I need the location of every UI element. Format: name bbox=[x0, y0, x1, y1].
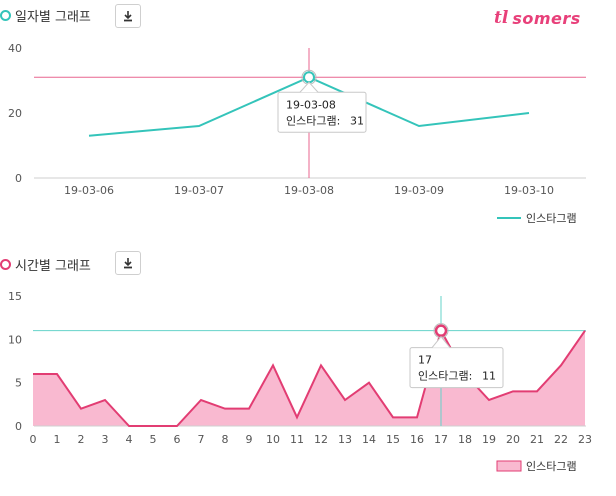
x-tick-label: 2 bbox=[78, 433, 85, 446]
x-tick-label: 12 bbox=[314, 433, 328, 446]
tooltip-pointer bbox=[431, 335, 451, 348]
x-tick-label: 21 bbox=[530, 433, 544, 446]
x-tick-label: 18 bbox=[458, 433, 472, 446]
daily-download-button[interactable] bbox=[115, 4, 141, 28]
tooltip: 19-03-08 인스타그램: 31 bbox=[277, 81, 367, 133]
x-tick-label: 19-03-06 bbox=[64, 184, 114, 197]
legend: 인스타그램 bbox=[497, 212, 577, 225]
x-tick-label: 16 bbox=[410, 433, 424, 446]
y-tick-label: 0 bbox=[15, 420, 22, 433]
x-tick-label: 13 bbox=[338, 433, 352, 446]
legend-label: 인스타그램 bbox=[526, 460, 577, 473]
y-tick-label: 15 bbox=[8, 290, 22, 303]
x-tick-label: 7 bbox=[198, 433, 205, 446]
legend-label: 인스타그램 bbox=[526, 212, 577, 225]
tooltip-label: 인스타그램: bbox=[418, 370, 472, 383]
daily-chart-title: 일자별 그래프 bbox=[15, 10, 91, 25]
tooltip-pointer bbox=[299, 81, 319, 93]
x-tick-label: 4 bbox=[126, 433, 133, 446]
x-tick-label: 17 bbox=[434, 433, 448, 446]
x-tick-label: 19-03-10 bbox=[504, 184, 554, 197]
x-tick-label: 14 bbox=[362, 433, 376, 446]
hourly-chart-title: 시간별 그래프 bbox=[15, 259, 91, 274]
y-tick-label: 20 bbox=[8, 107, 22, 120]
x-tick-label: 8 bbox=[222, 433, 229, 446]
x-tick-label: 19-03-08 bbox=[284, 184, 334, 197]
x-tick-label: 15 bbox=[386, 433, 400, 446]
x-tick-label: 20 bbox=[506, 433, 520, 446]
teal-dot-icon bbox=[0, 10, 11, 21]
legend-swatch bbox=[496, 460, 522, 472]
x-tick-label: 19 bbox=[482, 433, 496, 446]
download-icon bbox=[124, 258, 132, 269]
x-tick-label: 3 bbox=[102, 433, 109, 446]
x-tick-label: 19-03-07 bbox=[174, 184, 224, 197]
logo-text: somers bbox=[512, 8, 581, 28]
pink-dot-icon bbox=[0, 259, 11, 270]
y-tick-label: 0 bbox=[15, 172, 22, 185]
x-tick-label: 6 bbox=[174, 433, 181, 446]
tooltip-title: 19-03-08 bbox=[286, 98, 336, 111]
y-tick-label: 5 bbox=[15, 377, 22, 390]
x-tick-label: 10 bbox=[266, 433, 280, 446]
y-tick-label: 10 bbox=[8, 333, 22, 346]
x-tick-label: 5 bbox=[150, 433, 157, 446]
tooltip-value: 31 bbox=[350, 114, 364, 127]
logo-mark: tl bbox=[494, 8, 509, 28]
hourly-download-button[interactable] bbox=[115, 251, 141, 275]
x-tick-label: 19-03-09 bbox=[394, 184, 444, 197]
daily-line-chart: 0 20 40 19-03-06 19-03-07 19-03-08 19-03-09 19… bbox=[8, 42, 586, 225]
tooltip-box bbox=[409, 347, 504, 389]
somers-logo: tl somers bbox=[494, 8, 581, 28]
x-tick-label: 9 bbox=[246, 433, 253, 446]
series-line bbox=[33, 328, 586, 427]
data-point[interactable] bbox=[434, 324, 448, 337]
tooltip-label: 인스타그램: bbox=[286, 114, 340, 127]
x-tick-label: 1 bbox=[54, 433, 61, 446]
tooltip-title: 17 bbox=[418, 354, 432, 367]
tooltip: 17 인스타그램: 11 bbox=[409, 335, 504, 389]
x-tick-label: 0 bbox=[30, 433, 37, 446]
download-icon bbox=[124, 11, 132, 22]
legend: 인스타그램 bbox=[496, 460, 577, 473]
x-tick-label: 11 bbox=[290, 433, 304, 446]
y-tick-label: 40 bbox=[8, 42, 22, 55]
daily-chart-header: 일자별 그래프 bbox=[0, 6, 91, 25]
data-point[interactable] bbox=[303, 71, 315, 84]
tooltip-value: 11 bbox=[482, 370, 496, 383]
hourly-chart-header: 시간별 그래프 bbox=[0, 255, 91, 274]
x-tick-label: 22 bbox=[554, 433, 568, 446]
x-tick-label: 23 bbox=[578, 433, 592, 446]
tooltip-box bbox=[277, 91, 367, 133]
